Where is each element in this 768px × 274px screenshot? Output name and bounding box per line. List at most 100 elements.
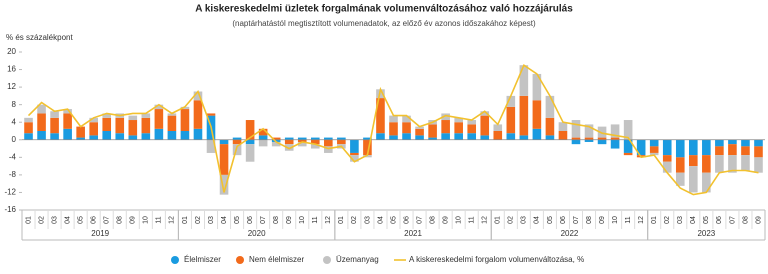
x-group-label: 2023 (697, 229, 715, 238)
bar (467, 120, 477, 125)
bar (728, 155, 737, 173)
x-tick-label: 04 (534, 216, 541, 224)
bar (193, 128, 203, 140)
x-tick-label: 02 (38, 216, 45, 224)
x-tick-label: 04 (64, 216, 71, 224)
bar (754, 146, 763, 158)
x-tick-label: 09 (442, 216, 449, 224)
chart-subtitle: (naptárhatástól megtisztított volumenada… (232, 19, 536, 28)
bar (454, 133, 463, 140)
bar (519, 135, 529, 140)
bar (232, 137, 242, 140)
bar (689, 166, 698, 193)
bar (467, 133, 477, 140)
bar (389, 115, 398, 123)
bar (219, 174, 229, 195)
bar (232, 144, 242, 156)
bar (76, 126, 85, 138)
y-axis-label: % és százalékpont (6, 33, 73, 42)
bar (141, 133, 151, 140)
x-tick-label: 04 (690, 216, 697, 224)
bar (584, 139, 594, 142)
bar (284, 137, 294, 140)
x-tick-label: 02 (664, 216, 671, 224)
bar (402, 133, 411, 140)
bar (649, 152, 659, 156)
bar (610, 137, 620, 140)
legend-label: Élelmiszer (184, 255, 221, 264)
bar (24, 133, 33, 140)
bar (532, 100, 542, 129)
chart-title: A kiskereskedelmi üzletek forgalmának vo… (195, 4, 573, 15)
bar (258, 139, 268, 147)
x-tick-label: 01 (182, 216, 189, 224)
bar (63, 109, 72, 114)
bar (415, 128, 424, 136)
bar (50, 111, 59, 118)
bar (284, 139, 294, 145)
y-tick-label: -16 (4, 205, 16, 214)
bar (389, 122, 398, 136)
bar (545, 135, 555, 140)
legend-swatch (323, 256, 331, 264)
bar (284, 144, 294, 151)
x-tick-label: 09 (755, 216, 762, 224)
bar (271, 141, 281, 147)
x-tick-label: 06 (716, 216, 723, 224)
y-tick-label: -12 (4, 188, 16, 197)
x-tick-label: 08 (586, 216, 593, 224)
bar (623, 139, 633, 153)
bar (597, 126, 607, 138)
bar (649, 146, 659, 153)
x-tick-label: 10 (143, 216, 150, 224)
y-tick-label: 12 (7, 82, 16, 91)
bar (167, 115, 177, 131)
bar (376, 133, 385, 140)
bar (415, 126, 424, 129)
bar (506, 95, 516, 107)
bar (167, 113, 177, 116)
bar (141, 113, 151, 118)
x-group-label: 2019 (91, 229, 109, 238)
bar (506, 133, 516, 140)
bar (245, 139, 255, 145)
legend-swatch (171, 256, 179, 264)
x-tick-label: 01 (25, 216, 32, 224)
x-tick-label: 06 (247, 216, 254, 224)
bar (219, 144, 229, 175)
x-group-label: 2021 (404, 229, 422, 238)
bar (219, 139, 229, 145)
bar (63, 128, 72, 140)
bar (662, 139, 672, 156)
bar (689, 139, 698, 156)
bar (558, 131, 568, 140)
bar (180, 109, 190, 131)
bar (337, 139, 346, 145)
bar (310, 137, 320, 140)
bar (115, 133, 125, 140)
x-tick-label: 06 (403, 216, 410, 224)
x-tick-label: 07 (573, 216, 580, 224)
bar (715, 146, 724, 156)
bar (115, 117, 125, 134)
bar (741, 146, 750, 156)
bar (102, 131, 112, 140)
bar (610, 139, 620, 149)
bar (232, 139, 242, 145)
bar (402, 115, 411, 123)
bar (597, 139, 607, 145)
bar (128, 115, 138, 121)
bar (310, 139, 320, 145)
y-tick-label: 4 (12, 117, 17, 126)
bar (480, 115, 490, 136)
x-tick-label: 01 (495, 216, 502, 224)
bar (376, 89, 385, 99)
bar (532, 73, 542, 101)
x-tick-label: 10 (612, 216, 619, 224)
bar (297, 137, 307, 140)
x-tick-label: 03 (208, 216, 215, 224)
bar (271, 137, 281, 140)
bar (350, 139, 359, 153)
bar (702, 172, 711, 193)
bar (519, 95, 529, 136)
